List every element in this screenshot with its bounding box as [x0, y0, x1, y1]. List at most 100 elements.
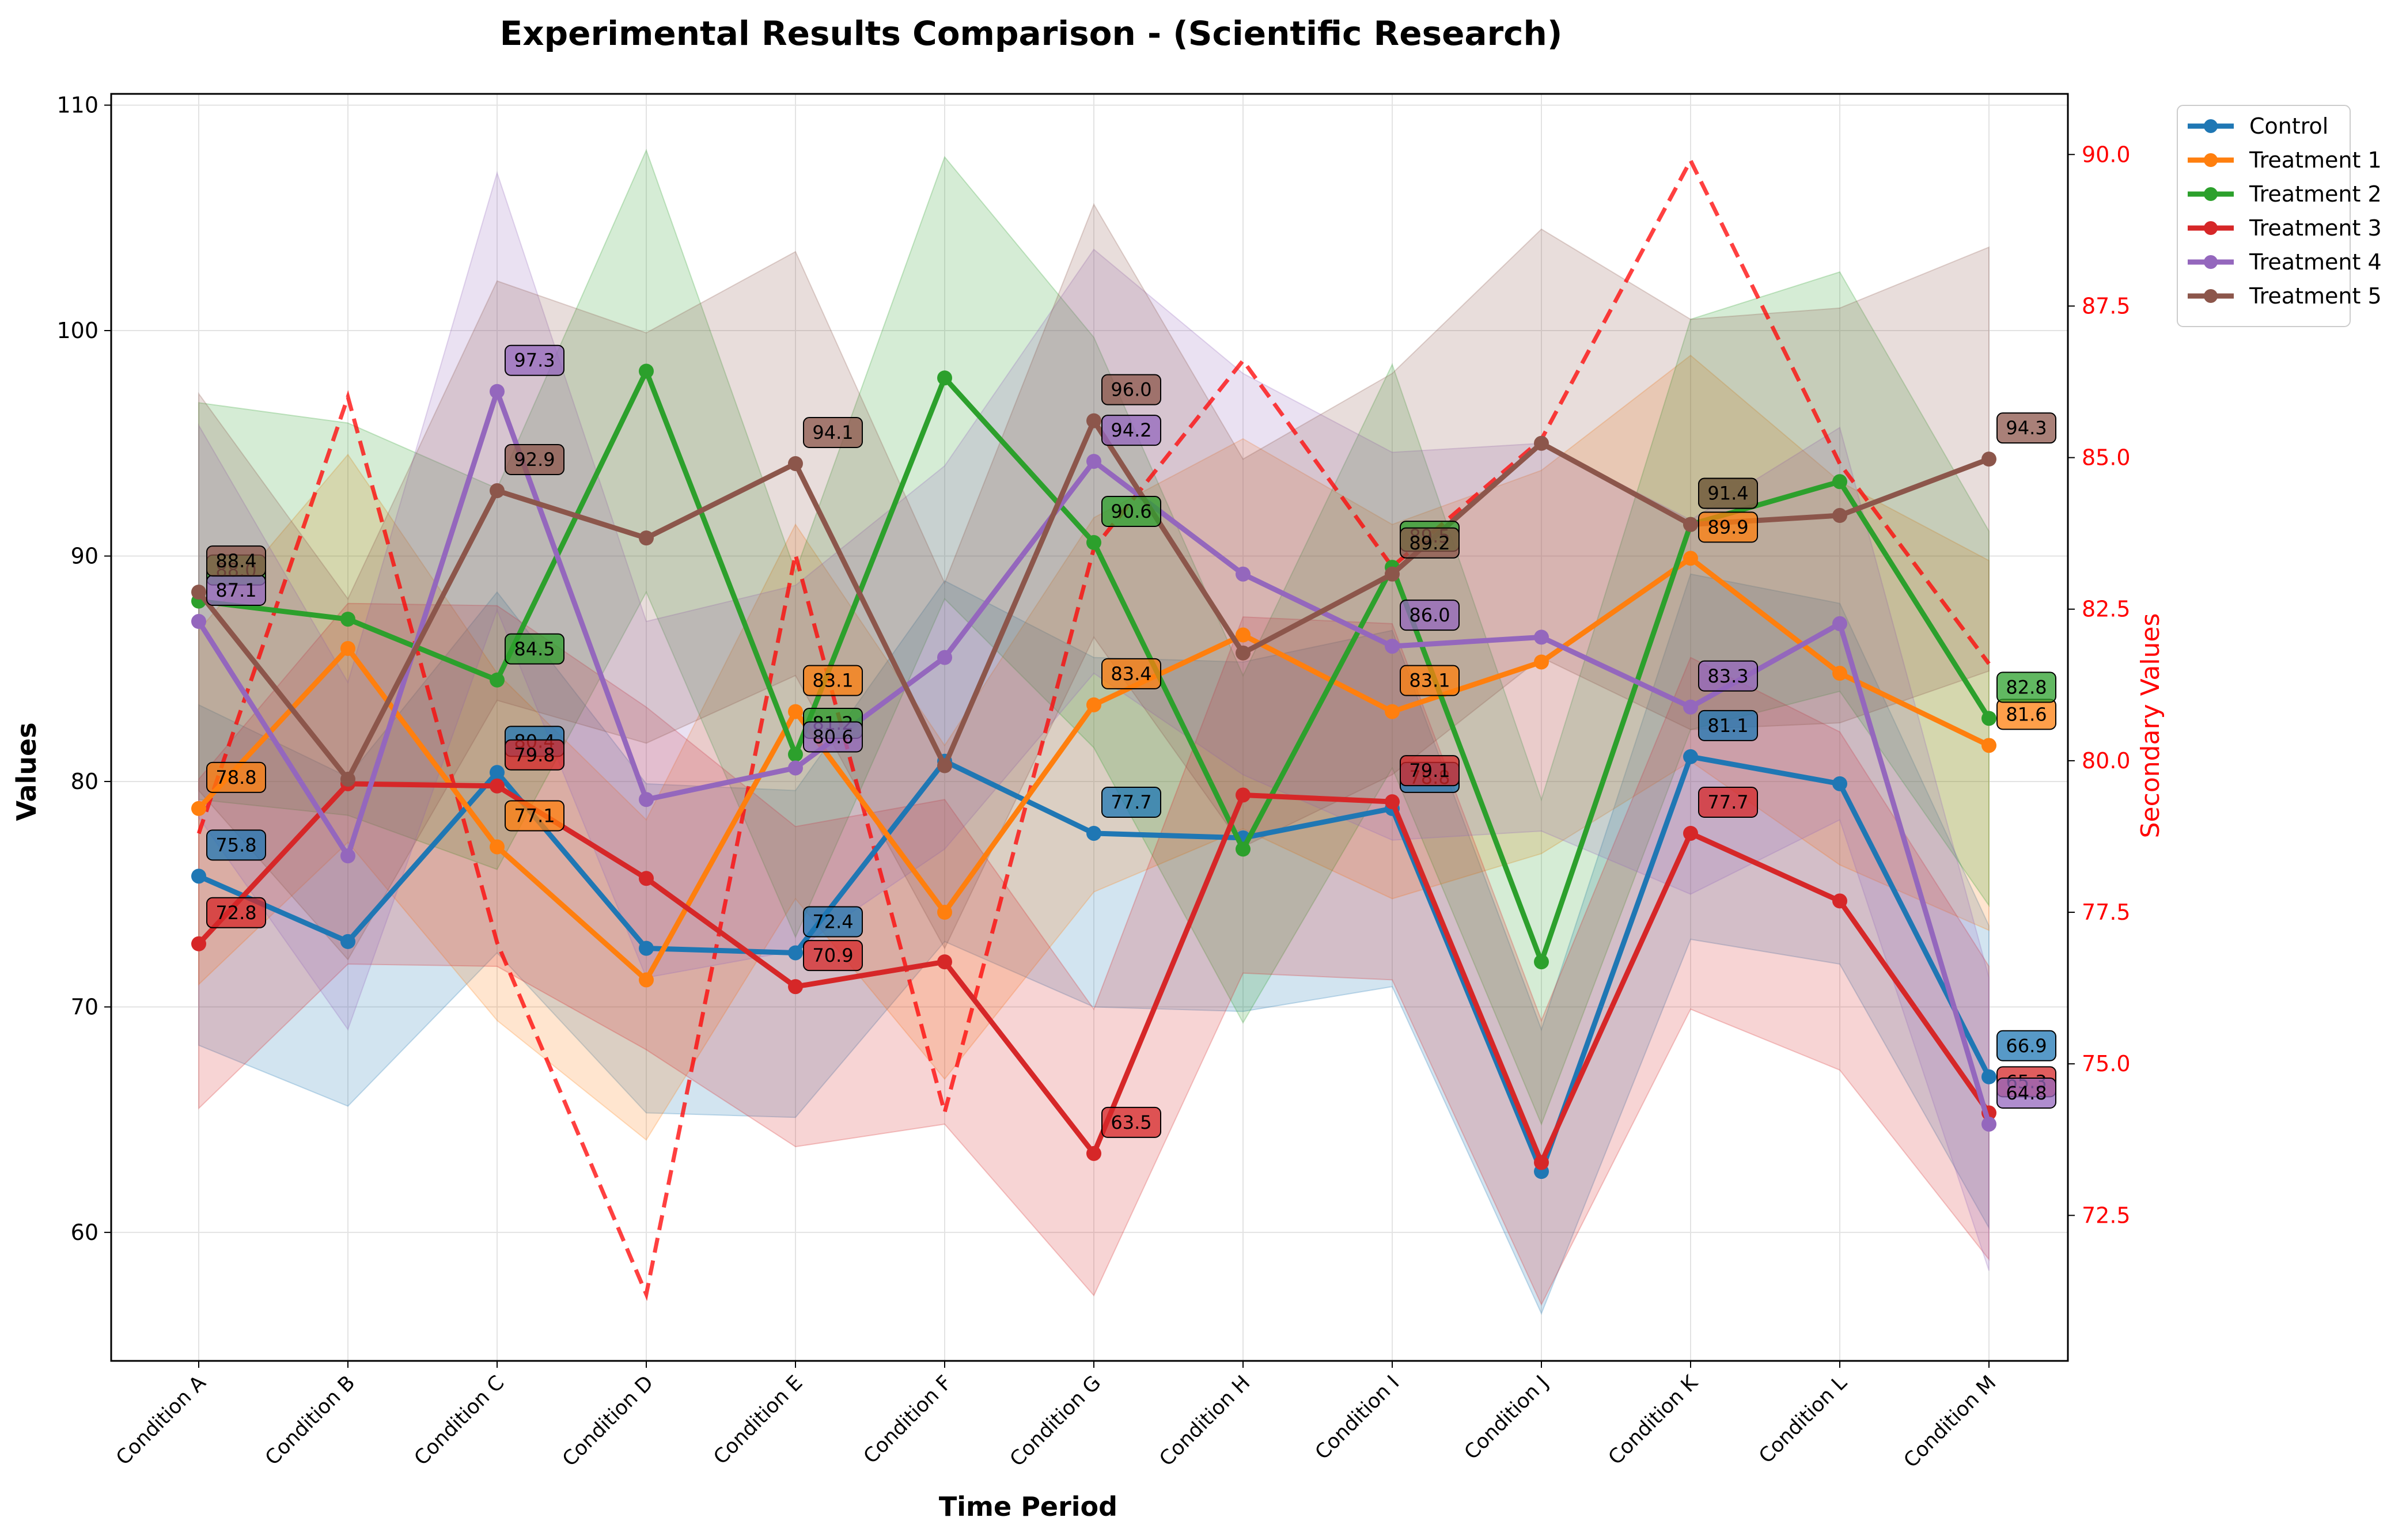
data-label: 83.3: [1707, 665, 1748, 687]
x-tick-label: Condition L: [1755, 1371, 1851, 1468]
data-point: [788, 979, 803, 995]
data-label-box: [803, 416, 863, 448]
x-tick-label: Condition F: [859, 1371, 956, 1468]
data-point: [788, 760, 803, 776]
series-line-layer: [191, 363, 1996, 1179]
data-point: [1683, 749, 1698, 764]
data-label-box: [803, 721, 863, 753]
data-point: [788, 456, 803, 471]
data-label-box: [1996, 672, 2056, 703]
legend: Control Treatment 1 Treatment 2 Treatment 3…: [2177, 105, 2382, 327]
data-point: [1981, 452, 1996, 467]
data-label: 92.9: [514, 449, 555, 471]
data-label: 97.3: [514, 350, 555, 371]
data-label-box: [1101, 415, 1161, 446]
data-point: [937, 758, 952, 773]
data-point: [1534, 954, 1549, 970]
x-tick-label: Condition C: [410, 1371, 509, 1470]
data-point: [639, 940, 654, 956]
data-point: [639, 871, 654, 886]
data-point: [1534, 435, 1549, 451]
confidence-band: [198, 203, 1990, 961]
data-point: [490, 384, 505, 399]
data-point: [1236, 566, 1251, 582]
data-label: 94.3: [2006, 417, 2047, 439]
data-point: [490, 672, 505, 688]
data-point: [340, 772, 355, 787]
y-tick-label: 80: [71, 769, 98, 794]
data-point: [1981, 1069, 1996, 1084]
legend-entry: Treatment 3: [2249, 215, 2382, 241]
data-point: [1683, 699, 1698, 715]
data-point: [1832, 508, 1847, 524]
data-label: 81.1: [1707, 715, 1748, 737]
x-axis-label: Time Period: [939, 1491, 1117, 1522]
data-label-box: [1101, 374, 1161, 405]
legend-swatch-marker: [2204, 255, 2218, 269]
data-point: [1086, 413, 1101, 428]
data-point: [1534, 654, 1549, 670]
data-label: 79.8: [514, 744, 555, 766]
data-point: [937, 904, 952, 920]
data-label: 78.8: [215, 767, 256, 788]
data-label-box: [1698, 660, 1758, 692]
data-label-box: [1101, 496, 1161, 528]
data-label: 96.0: [1111, 379, 1151, 401]
data-label: 75.8: [215, 834, 256, 856]
y-tick-label: 60: [71, 1220, 98, 1245]
data-point: [639, 530, 654, 546]
data-label: 88.4: [215, 550, 256, 572]
x-tick-label: Condition A: [112, 1371, 210, 1470]
data-label: 84.5: [514, 638, 555, 660]
data-point: [1385, 794, 1400, 810]
data-point: [1086, 454, 1101, 469]
data-point: [1832, 474, 1847, 490]
x-tick-label: Condition M: [1900, 1371, 2001, 1473]
data-point: [340, 640, 355, 656]
data-label-box: [1400, 527, 1460, 559]
legend-swatch-marker: [2204, 153, 2218, 167]
data-point: [490, 765, 505, 780]
x-tick-label: Condition K: [1604, 1371, 1703, 1469]
legend-entry: Control: [2249, 113, 2328, 139]
data-point: [191, 614, 206, 629]
y-tick-label: 90: [71, 543, 98, 568]
data-label-box: [1101, 1106, 1161, 1138]
data-label-box: [1698, 511, 1758, 543]
secondary-y-tick-label: 90.0: [2082, 142, 2131, 167]
data-label: 83.1: [1409, 670, 1450, 692]
secondary-y-tick-label: 77.5: [2082, 900, 2131, 925]
data-label-box: [505, 443, 564, 475]
data-point: [1385, 639, 1400, 654]
data-point: [1981, 711, 1996, 726]
data-point: [639, 792, 654, 807]
data-label: 63.5: [1111, 1112, 1151, 1133]
legend-entry: Treatment 1: [2249, 147, 2382, 173]
data-label: 83.1: [812, 670, 853, 692]
x-tick-label: Condition B: [261, 1371, 359, 1470]
data-point: [1385, 566, 1400, 582]
data-point: [1832, 666, 1847, 681]
data-label: 87.1: [215, 579, 256, 601]
data-label: 80.6: [812, 726, 853, 748]
y-tick-label: 110: [56, 93, 98, 118]
data-point: [788, 746, 803, 762]
secondary-y-tick-label: 72.5: [2082, 1203, 2131, 1228]
data-label: 89.2: [1409, 532, 1450, 554]
data-label-box: [1698, 786, 1758, 818]
data-point: [1086, 1145, 1101, 1161]
data-label-box: [1400, 665, 1460, 696]
data-point: [1236, 841, 1251, 857]
data-label: 82.8: [2006, 676, 2047, 698]
data-label-box: [505, 344, 564, 376]
data-label-box: [505, 633, 564, 665]
data-label-box: [206, 897, 266, 928]
data-point: [1683, 517, 1698, 532]
legend-entry: Treatment 2: [2249, 181, 2382, 207]
data-point: [490, 839, 505, 855]
data-label: 77.7: [1111, 791, 1151, 813]
legend-entry: Treatment 5: [2249, 283, 2382, 309]
data-point: [340, 934, 355, 949]
data-point: [1086, 535, 1101, 551]
